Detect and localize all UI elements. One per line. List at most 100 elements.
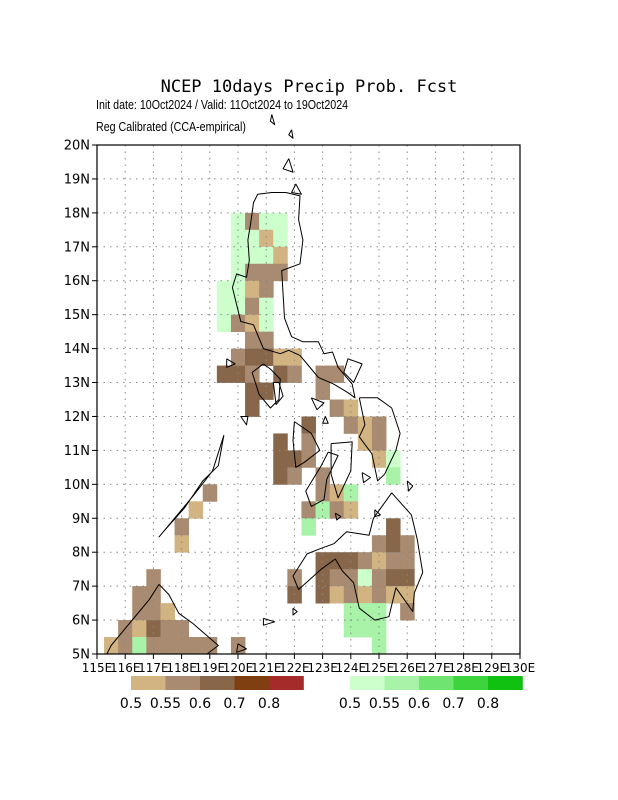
longitude-tick-label: 127E [420,661,451,675]
probability-cell [287,569,302,587]
longitude-tick-label: 122E [279,661,310,675]
latitude-tick-label: 18N [64,206,90,221]
coastline [374,509,381,518]
probability-cell [216,314,232,333]
coastline [406,480,414,492]
probability-cell [371,569,387,587]
probability-cell [273,365,288,383]
latitude-tick-label: 9N [72,512,90,527]
latitude-tick-label: 16N [64,274,90,289]
longitude-tick-label: 119E [195,661,226,675]
probability-cell [259,382,274,400]
probability-cell [174,620,190,638]
probability-cell [343,552,359,570]
latitude-tick-label: 15N [64,308,90,323]
probability-cell [343,569,359,587]
probability-cell [357,433,373,451]
legend-label: 0.7 [442,696,464,712]
probability-cell [146,569,161,587]
latitude-tick-label: 5N [72,648,90,663]
coastline [240,416,249,426]
probability-cell [357,552,373,570]
probability-cell [400,569,415,587]
probability-cell [315,382,331,400]
longitude-tick-label: 126E [392,661,423,675]
longitude-tick-label: 123E [307,661,338,675]
probability-cell [230,348,246,366]
latitude-tick-label: 8N [72,546,90,561]
probability-cell [273,467,288,485]
probability-cell [216,365,232,383]
probability-cell [371,535,387,553]
probability-cell [245,382,260,400]
probability-cell [230,246,246,265]
probability-cell [230,212,246,231]
probability-cell [230,229,246,248]
coastline [262,617,276,626]
probability-cell [386,467,401,485]
coastline [282,158,294,173]
probability-cell [132,586,147,604]
longitude-tick-label: 115E [82,661,113,675]
probability-cell [273,246,288,265]
legend-swatch [131,676,166,690]
coastline [322,416,329,424]
probability-cell [202,484,218,502]
probability-cell [245,331,260,349]
probability-cell [188,501,204,519]
coastline-layer [106,114,424,655]
probability-cell [245,229,260,248]
legend-label: 0.55 [369,696,400,712]
legend-swatch [234,676,270,690]
probability-cell [230,314,246,333]
latitude-tick-label: 10N [64,478,90,493]
grid-layer [97,145,520,654]
coastline [361,472,371,484]
legend-dry-probability: 0.5 0.55 0.6 0.7 0.8 [120,676,304,712]
coastline [292,607,298,616]
coastline [288,129,294,139]
probability-cell [259,263,274,282]
map-frame [96,144,521,655]
latitude-tick-label: 13N [64,376,90,391]
longitude-tick-label: 116E [110,661,141,675]
latitude-tick-label: 6N [72,614,90,629]
probability-cell [386,518,401,536]
coastline [269,114,276,126]
legend-label: 0.8 [258,696,280,712]
coastline [291,183,302,195]
probability-cell [245,348,260,366]
probability-cell [343,484,359,502]
probability-cells-layer [104,212,415,655]
probability-cell [343,603,359,621]
probability-cell [132,620,147,638]
coastline [305,451,339,507]
probability-cell [315,569,331,587]
probability-cell [174,535,190,553]
coastline [330,441,353,499]
probability-cell [301,433,316,451]
longitude-axis: 115E116E117E118E119E120E121E122E123E124E… [82,654,535,675]
legend-swatch [453,676,489,690]
coastline [226,358,236,368]
legend-swatch [384,676,420,690]
probability-cell [357,620,373,638]
latitude-tick-label: 17N [64,240,90,255]
latitude-tick-label: 12N [64,410,90,425]
longitude-tick-label: 129E [477,661,508,675]
probability-cell [386,552,401,570]
latitude-tick-label: 7N [72,580,90,595]
probability-cell [357,586,373,604]
coastline [158,434,225,538]
probability-cell [188,637,204,655]
longitude-tick-label: 118E [166,661,197,675]
coastline [231,192,356,399]
valid-dates-subtitle: Init date: 10Oct2024 / Valid: 11Oct2024 … [96,97,349,112]
probability-cell [371,603,387,621]
probability-cell [287,365,302,383]
coastline [358,397,401,482]
probability-cell [132,637,147,655]
probability-cell [245,399,260,417]
probability-cell [386,450,401,468]
method-subtitle: Reg Calibrated (CCA-empirical) [96,119,246,134]
